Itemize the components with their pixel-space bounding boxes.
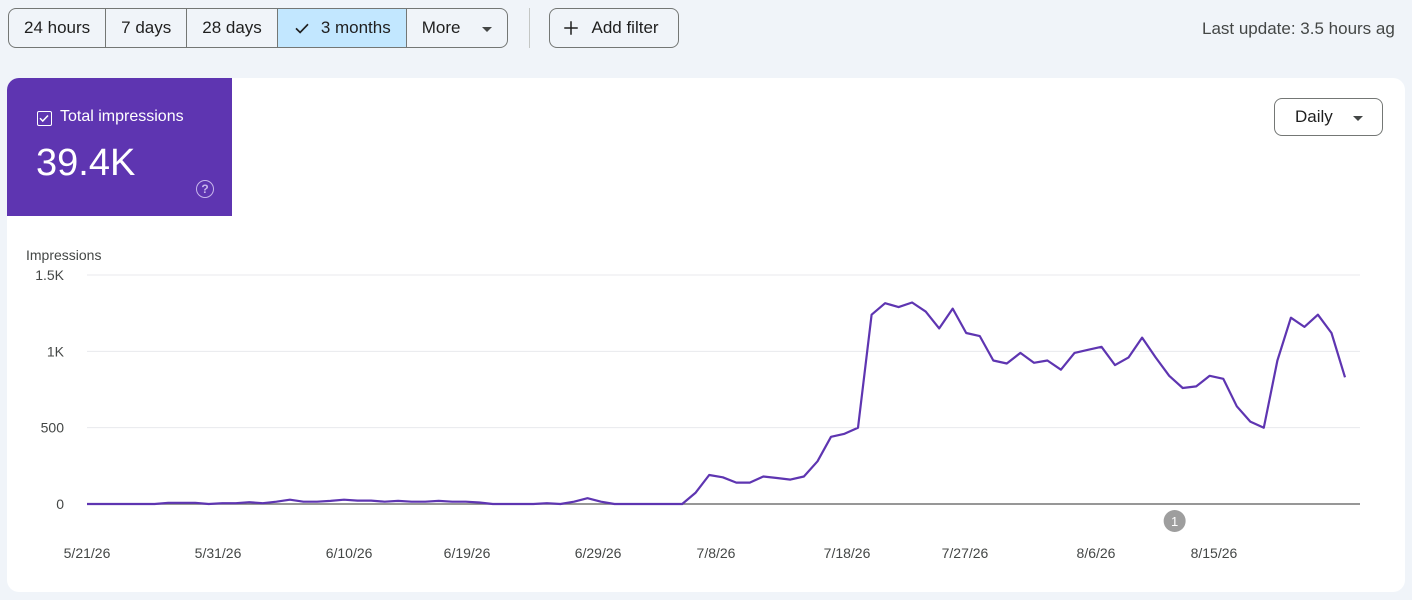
granularity-dropdown[interactable]: Daily: [1274, 98, 1383, 136]
x-tick-label: 6/10/26: [326, 545, 373, 561]
toolbar-divider: [529, 8, 531, 48]
range-3-months-label: 3 months: [320, 18, 391, 37]
x-tick-label: 7/8/26: [697, 545, 736, 561]
metric-checkbox-icon[interactable]: [37, 111, 52, 126]
range-24-hours-button[interactable]: 24 hours: [9, 9, 107, 47]
x-tick-label: 6/19/26: [444, 545, 491, 561]
dropdown-arrow-icon: [482, 26, 493, 32]
range-more-button[interactable]: More: [407, 9, 508, 47]
range-7-days-button[interactable]: 7 days: [106, 9, 188, 47]
y-tick-label: 500: [41, 420, 65, 436]
add-filter-button[interactable]: Add filter: [549, 8, 679, 48]
plus-icon: [564, 21, 579, 35]
x-tick-label: 5/21/26: [64, 545, 111, 561]
add-filter-label: Add filter: [591, 18, 659, 37]
dropdown-arrow-icon: [1352, 115, 1363, 121]
checkmark-icon: [295, 23, 309, 34]
range-3-months-button[interactable]: 3 months: [277, 9, 407, 47]
impressions-series-line: [87, 301, 1347, 506]
x-tick-label: 7/18/26: [824, 545, 871, 561]
x-tick-label: 7/27/26: [942, 545, 989, 561]
toolbar: 24 hours 7 days 28 days 3 months More Ad…: [8, 8, 679, 48]
total-impressions-metric-card[interactable]: Total impressions 39.4K ?: [7, 78, 232, 216]
range-more-label: More: [421, 18, 461, 37]
annotation-marker-label: 1: [1171, 514, 1178, 529]
x-tick-label: 8/6/26: [1077, 545, 1116, 561]
y-axis-label: Impressions: [26, 247, 101, 263]
x-tick-label: 6/29/26: [575, 545, 622, 561]
performance-card: Total impressions 39.4K ? Daily Impressi…: [7, 78, 1405, 592]
date-range-selector: 24 hours 7 days 28 days 3 months More: [8, 8, 509, 48]
metric-label: Total impressions: [60, 108, 184, 125]
x-tick-label: 8/15/26: [1191, 545, 1238, 561]
y-tick-label: 0: [56, 496, 64, 512]
y-tick-label: 1K: [47, 343, 65, 359]
range-28-days-button[interactable]: 28 days: [187, 9, 278, 47]
help-icon[interactable]: ?: [196, 180, 214, 198]
x-tick-label: 5/31/26: [195, 545, 242, 561]
impressions-line-chart: Impressions 1.5K 1K 500 0 5/21/26 5/31/26 6/10/…: [26, 247, 1360, 561]
granularity-label: Daily: [1295, 107, 1333, 126]
last-update-text: Last update: 3.5 hours ag: [1202, 19, 1395, 38]
metric-value: 39.4K: [36, 142, 136, 184]
annotation-marker: [1163, 510, 1186, 532]
y-tick-label: 1.5K: [35, 267, 64, 283]
